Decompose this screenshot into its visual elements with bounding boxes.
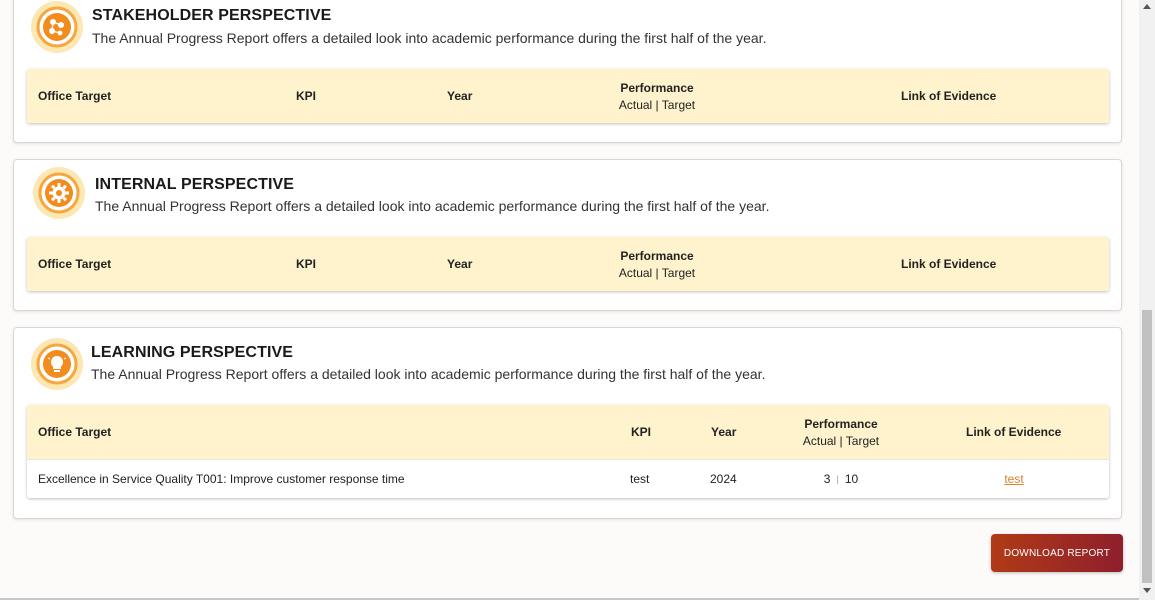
header-office-target: Office Target <box>38 425 112 439</box>
header-performance-label: Performance <box>620 80 694 95</box>
cell-link-evidence: test <box>954 460 1074 498</box>
evidence-link[interactable]: test <box>1004 472 1024 486</box>
table-header: Office Target KPI Year Performance Actua… <box>27 237 1109 291</box>
header-performance-label: Performance <box>804 416 878 431</box>
stakeholder-perspective-card: STAKEHOLDER PERSPECTIVE The Annual Progr… <box>13 0 1122 143</box>
internal-perspective-card: INTERNAL PERSPECTIVE The Annual Progress… <box>13 159 1122 311</box>
internal-table: Office Target KPI Year Performance Actua… <box>27 237 1109 291</box>
table-header: Office Target KPI Year Performance Actua… <box>27 405 1109 459</box>
cell-kpi: test <box>630 472 650 486</box>
header-kpi: KPI <box>631 425 652 439</box>
lightbulb-icon <box>36 343 78 385</box>
learning-table: Office Target KPI Year Performance Actua… <box>27 405 1109 498</box>
scroll-down-arrow-icon[interactable] <box>1143 588 1151 593</box>
section-title: INTERNAL PERSPECTIVE <box>95 176 295 193</box>
cell-actual: 3 <box>823 472 831 486</box>
cell-office-target: Excellence in Service Quality T001: Impr… <box>38 472 405 486</box>
table-header: Office Target KPI Year Performance Actua… <box>27 69 1109 123</box>
stakeholder-icon-badge <box>31 1 83 53</box>
learning-icon-badge <box>31 338 83 390</box>
header-year: Year <box>447 257 473 271</box>
section-subtitle: The Annual Progress Report offers a deta… <box>92 30 767 46</box>
cell-target: 10 <box>844 472 859 486</box>
download-report-button[interactable]: DOWNLOAD REPORT <box>991 534 1123 572</box>
header-performance-sub: Actual | Target <box>618 265 696 280</box>
header-link-evidence: Link of Evidence <box>901 89 997 103</box>
network-icon <box>36 6 78 48</box>
header-performance: Performance Actual | Target <box>597 69 717 123</box>
stakeholder-table: Office Target KPI Year Performance Actua… <box>27 69 1109 123</box>
scroll-thumb[interactable] <box>1142 310 1152 583</box>
header-kpi: KPI <box>296 89 317 103</box>
header-performance: Performance Actual | Target <box>597 237 717 291</box>
header-year: Year <box>711 425 737 439</box>
header-year: Year <box>447 89 473 103</box>
gear-icon <box>38 172 80 214</box>
header-link-evidence: Link of Evidence <box>901 257 997 271</box>
header-performance: Performance Actual | Target <box>781 405 901 459</box>
cell-year: 2024 <box>710 472 737 486</box>
header-performance-sub: Actual | Target <box>618 97 696 112</box>
header-performance-label: Performance <box>620 248 694 263</box>
cell-performance: 3 | 10 <box>781 460 901 498</box>
section-title: STAKEHOLDER PERSPECTIVE <box>92 7 332 24</box>
separator: | <box>836 474 839 484</box>
header-office-target: Office Target <box>38 257 112 271</box>
header-performance-sub: Actual | Target <box>802 433 880 448</box>
section-title: LEARNING PERSPECTIVE <box>91 344 294 361</box>
bottom-border <box>0 598 1139 600</box>
internal-icon-badge <box>33 167 85 219</box>
header-kpi: KPI <box>296 257 317 271</box>
learning-perspective-card: LEARNING PERSPECTIVE The Annual Progress… <box>13 327 1122 519</box>
section-subtitle: The Annual Progress Report offers a deta… <box>91 366 766 382</box>
table-row: Excellence in Service Quality T001: Impr… <box>27 459 1109 498</box>
header-link-evidence: Link of Evidence <box>966 425 1062 439</box>
vertical-scrollbar[interactable] <box>1139 0 1155 600</box>
header-office-target: Office Target <box>38 89 112 103</box>
scroll-up-arrow-icon[interactable] <box>1143 4 1151 9</box>
section-subtitle: The Annual Progress Report offers a deta… <box>95 198 770 214</box>
